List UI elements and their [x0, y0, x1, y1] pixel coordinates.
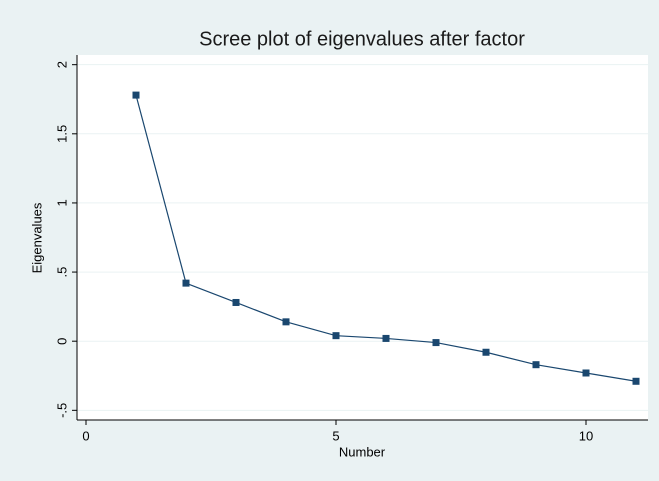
plot-area [77, 55, 648, 420]
y-tick-label: 1.5 [54, 125, 69, 143]
data-point [632, 377, 640, 385]
x-tick-label: 10 [579, 428, 593, 443]
data-point [382, 334, 390, 342]
data-point [182, 279, 190, 287]
data-point [282, 318, 290, 326]
data-point [582, 369, 590, 377]
x-tick-label: 0 [82, 428, 89, 443]
data-point [532, 361, 540, 369]
data-point [332, 332, 340, 340]
data-point [232, 298, 240, 306]
y-tick-label: -.5 [54, 403, 69, 418]
x-tick-label: 5 [332, 428, 339, 443]
y-tick-label: 0 [54, 338, 69, 345]
data-point [482, 348, 490, 356]
chart-title: Scree plot of eigenvalues after factor [199, 28, 525, 50]
y-tick-label: 1 [54, 199, 69, 206]
y-tick-label: .5 [54, 267, 69, 278]
y-axis-title: Eigenvalues [29, 202, 44, 273]
data-point [132, 91, 140, 99]
y-tick-label: 2 [54, 61, 69, 68]
data-point [432, 339, 440, 347]
x-axis-title: Number [339, 444, 386, 459]
